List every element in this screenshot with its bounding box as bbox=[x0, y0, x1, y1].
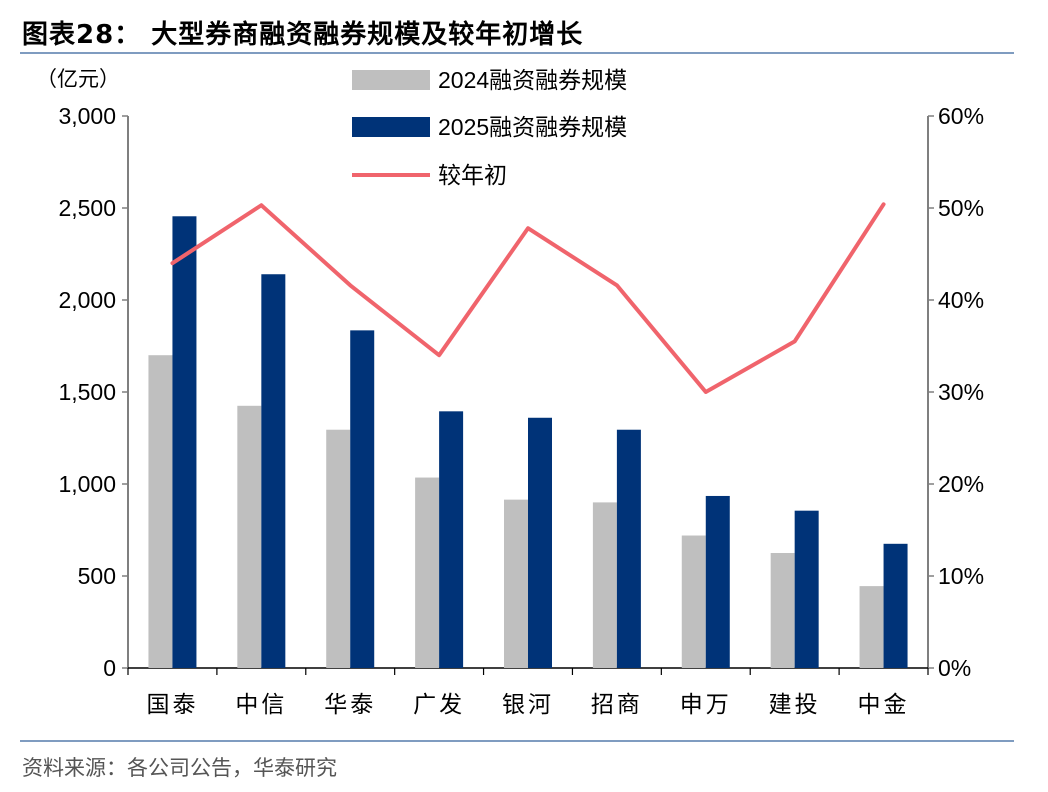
legend-label: 2024融资融券规模 bbox=[438, 67, 627, 93]
x-tick-label: 中金 bbox=[858, 691, 910, 717]
bar-2024 bbox=[770, 553, 795, 668]
left-tick-label: 1,500 bbox=[58, 379, 116, 405]
bar-2025 bbox=[528, 417, 552, 668]
bar-2024 bbox=[859, 586, 884, 668]
legend-label: 较年初 bbox=[438, 162, 507, 188]
right-tick-label: 40% bbox=[938, 287, 984, 313]
bar-2025 bbox=[794, 510, 819, 668]
x-tick-label: 银河 bbox=[502, 691, 554, 717]
right-tick-label: 0% bbox=[938, 655, 971, 681]
left-tick-label: 1,000 bbox=[58, 471, 116, 497]
left-tick-label: 2,000 bbox=[58, 287, 116, 313]
bar-2025 bbox=[261, 274, 286, 668]
left-axis-unit: （亿元） bbox=[36, 68, 120, 91]
bar-2024 bbox=[681, 535, 706, 668]
bar-2024 bbox=[504, 499, 528, 668]
legend-swatch bbox=[352, 117, 430, 137]
legend-swatch bbox=[352, 70, 430, 90]
bar-2024 bbox=[237, 405, 262, 668]
right-tick-label: 30% bbox=[938, 379, 984, 405]
bar-2024 bbox=[148, 355, 173, 668]
bar-2025 bbox=[350, 330, 375, 668]
bar-2025 bbox=[616, 429, 641, 668]
left-tick-label: 500 bbox=[78, 563, 116, 589]
right-tick-label: 10% bbox=[938, 563, 984, 589]
left-tick-label: 3,000 bbox=[58, 103, 116, 129]
bar-2024 bbox=[326, 429, 351, 668]
x-tick-label: 建投 bbox=[769, 691, 821, 717]
x-tick-label: 国泰 bbox=[146, 691, 198, 717]
x-tick-label: 中信 bbox=[235, 691, 287, 717]
footer-divider bbox=[20, 740, 1014, 742]
bar-2025 bbox=[439, 411, 464, 668]
source-note: 资料来源：各公司公告，华泰研究 bbox=[22, 756, 337, 780]
title-divider bbox=[20, 52, 1014, 54]
x-tick-label: 华泰 bbox=[324, 691, 376, 717]
left-tick-label: 0 bbox=[103, 655, 116, 681]
right-tick-label: 20% bbox=[938, 471, 984, 497]
x-tick-label: 申万 bbox=[680, 691, 732, 717]
right-tick-label: 50% bbox=[938, 195, 984, 221]
bar-2025 bbox=[883, 543, 908, 668]
bar-2025 bbox=[172, 216, 197, 668]
bar-2024 bbox=[415, 477, 440, 668]
left-tick-label: 2,500 bbox=[58, 195, 116, 221]
x-tick-label: 广发 bbox=[413, 691, 465, 717]
chart-title: 图表28： 大型券商融资融券规模及较年初增长 bbox=[22, 20, 584, 50]
legend-label: 2025融资融券规模 bbox=[438, 114, 627, 140]
bar-2024 bbox=[592, 502, 617, 668]
bar-2025 bbox=[705, 495, 730, 668]
right-tick-label: 60% bbox=[938, 103, 984, 129]
x-tick-label: 招商 bbox=[591, 691, 643, 717]
